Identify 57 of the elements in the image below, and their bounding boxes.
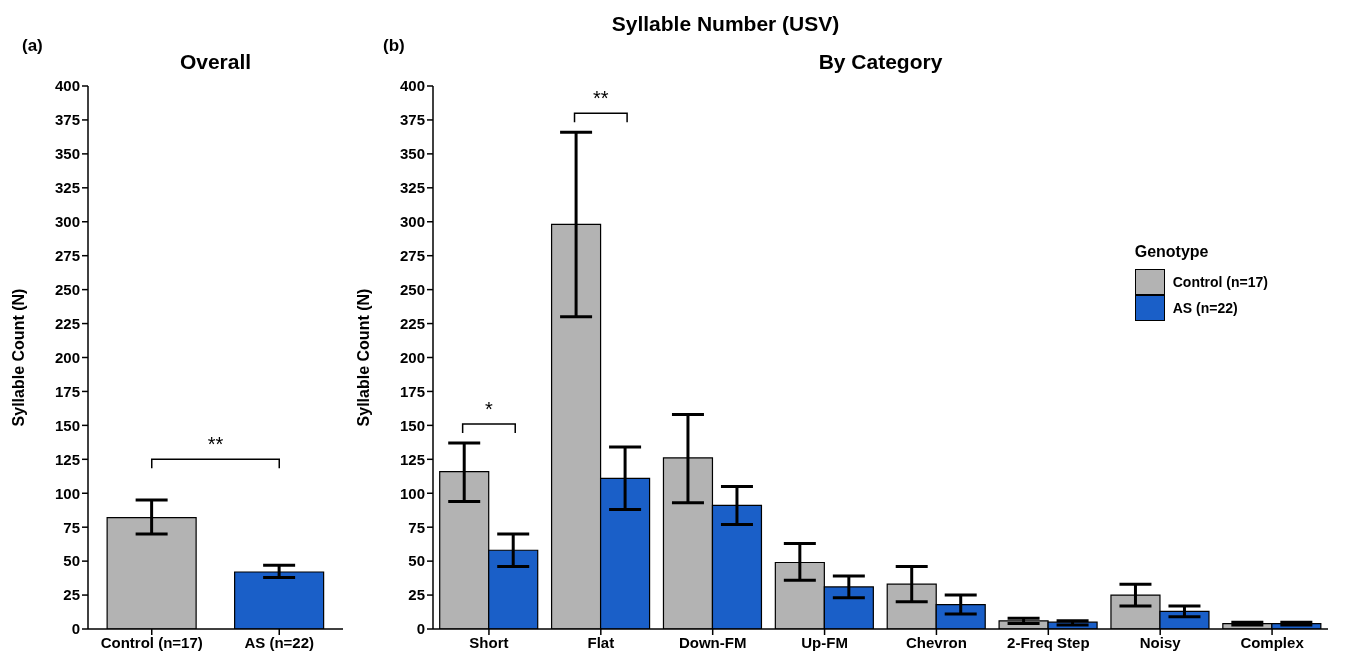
y-tick-label: 350 (54, 145, 80, 163)
y-tick-label: 250 (399, 280, 425, 298)
y-tick-label: 375 (54, 111, 80, 129)
y-tick-label: 150 (399, 416, 425, 434)
y-tick-label: 225 (399, 314, 425, 332)
legend-label: Control (n=17) (1171, 273, 1268, 292)
y-tick-label: 100 (54, 484, 80, 502)
y-tick-label: 50 (408, 552, 425, 570)
y-tick-label: 400 (399, 77, 425, 95)
y-tick-label: 250 (54, 280, 80, 298)
y-tick-label: 150 (54, 416, 80, 434)
x-tick-label: AS (n=22) (244, 633, 315, 651)
x-tick-label: 2-Freq Step (1007, 633, 1090, 651)
y-tick-label: 0 (416, 620, 425, 638)
y-tick-label: 350 (399, 145, 425, 163)
y-tick-label: 375 (399, 111, 425, 129)
x-tick-label: Chevron (906, 633, 967, 651)
annotation: * (485, 398, 494, 421)
y-tick-label: 25 (408, 586, 425, 604)
y-tick-label: 400 (54, 77, 80, 95)
text: (a) (22, 36, 43, 56)
y-tick-label: 325 (54, 179, 80, 197)
y-tick-label: 125 (54, 450, 80, 468)
chart-subtitle: By Category (817, 50, 944, 74)
chart-title: Syllable Number (USV) (610, 12, 841, 36)
y-axis-title: Syllable Count (N) (9, 288, 27, 427)
y-tick-label: 300 (399, 213, 425, 231)
annotation: ** (207, 433, 224, 456)
y-tick-label: 325 (399, 179, 425, 197)
annotation: ** (593, 87, 609, 110)
y-tick-label: 100 (399, 484, 425, 502)
y-tick-label: 25 (63, 586, 80, 604)
chart-title: Overall (178, 50, 253, 74)
y-tick-label: 200 (54, 348, 80, 366)
y-axis-title: Syllable Count (N) (354, 288, 372, 427)
x-tick-label: Down-FM (678, 633, 747, 651)
legend-label: AS (n=22) (1171, 299, 1239, 318)
x-tick-label: Up-FM (801, 633, 848, 651)
y-tick-label: 300 (54, 213, 80, 231)
x-tick-label: Control (n=17) (100, 633, 203, 651)
y-tick-label: 75 (408, 518, 425, 536)
y-tick-label: 125 (399, 450, 425, 468)
y-tick-label: 200 (399, 348, 425, 366)
y-tick-label: 75 (63, 518, 80, 536)
y-tick-label: 0 (71, 620, 80, 638)
y-tick-label: 175 (54, 382, 80, 400)
x-tick-label: Short (469, 633, 509, 651)
y-tick-label: 225 (54, 314, 80, 332)
y-tick-label: 50 (63, 552, 80, 570)
y-tick-label: 175 (399, 382, 425, 400)
x-tick-label: Noisy (1139, 633, 1182, 651)
x-tick-label: Flat (587, 633, 615, 651)
text: (b) (383, 36, 405, 56)
x-tick-label: Complex (1240, 633, 1305, 651)
y-tick-label: 275 (399, 247, 425, 265)
legend-title: Genotype (1134, 243, 1210, 261)
y-tick-label: 275 (54, 247, 80, 265)
